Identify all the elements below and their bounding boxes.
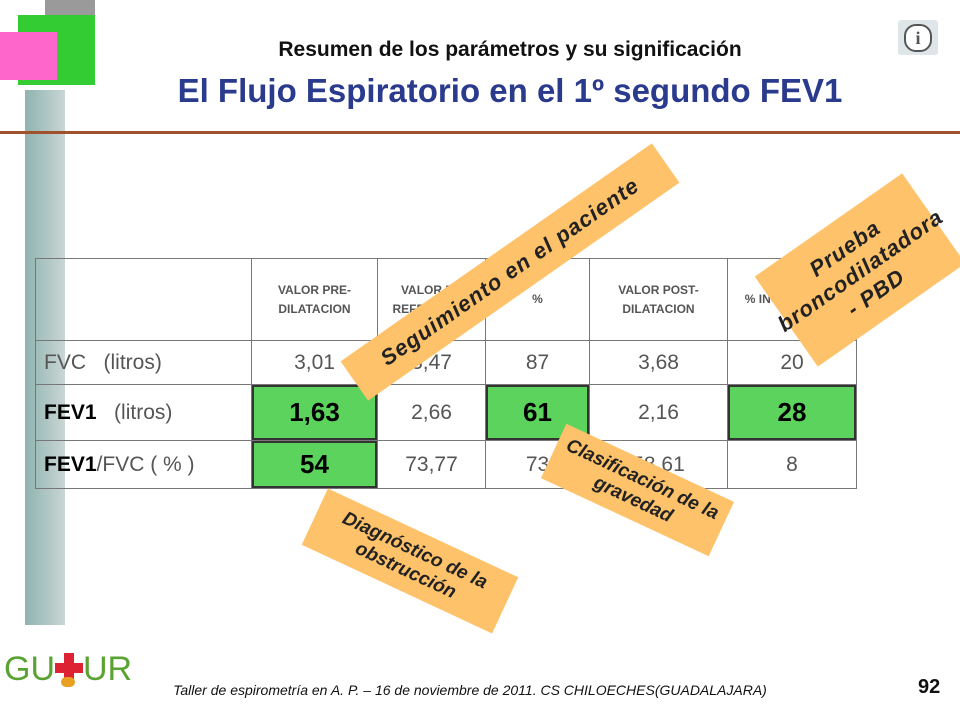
cell: 54: [251, 440, 378, 489]
info-button[interactable]: i: [898, 20, 938, 55]
cell: 8: [727, 440, 857, 489]
logo-text: GU: [4, 650, 55, 688]
cell: 87: [485, 340, 590, 385]
page-number: 92: [918, 676, 941, 698]
cell: 3,68: [589, 340, 728, 385]
cell: 2,16: [589, 384, 728, 441]
cell: 1,63: [251, 384, 378, 441]
deco-square: [0, 32, 57, 80]
subtitle: Resumen de los parámetros y su significa…: [278, 38, 742, 61]
header-cell: VALOR PRE-DILATACION: [251, 258, 378, 341]
unit: /FVC ( % ): [96, 452, 195, 476]
unit: (litros): [103, 350, 162, 374]
header-cell: VALOR POST-DILATACION: [589, 258, 728, 341]
title: El Flujo Espiratorio en el 1º segundo FE…: [177, 72, 843, 109]
logo-cross: [55, 652, 83, 687]
cell: 73,77: [377, 440, 486, 489]
rule: [0, 131, 960, 134]
cell: 28: [727, 384, 857, 441]
logo: GU UR: [4, 650, 132, 689]
footer: Taller de espirometría en A. P. – 16 de …: [173, 682, 767, 698]
cell: 2,66: [377, 384, 486, 441]
logo-text: UR: [83, 650, 133, 688]
unit: (litros): [114, 400, 173, 424]
row-label: FVC (litros): [35, 340, 252, 385]
param: FVC: [44, 350, 86, 374]
row-label: FEV1/FVC ( % ): [35, 440, 252, 489]
callout: Diagnóstico de la obstrucción: [301, 488, 519, 634]
param: FEV1: [44, 452, 97, 476]
header-cell: [35, 258, 252, 341]
row-label: FEV1 (litros): [35, 384, 252, 441]
param: FEV1: [44, 400, 97, 424]
